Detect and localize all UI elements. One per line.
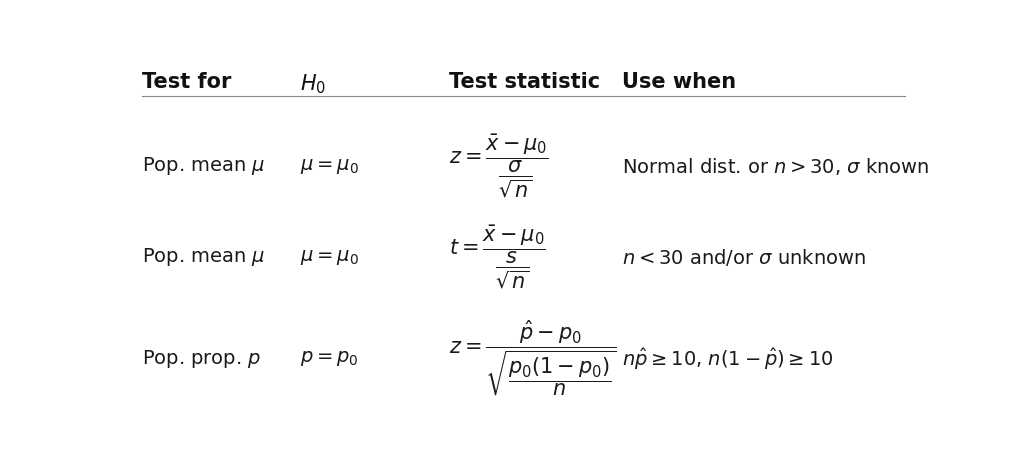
Text: Pop. mean $\mu$: Pop. mean $\mu$: [142, 246, 266, 268]
Text: Test for: Test for: [142, 72, 232, 92]
Text: Test statistic: Test statistic: [449, 72, 600, 92]
Text: $\mu = \mu_0$: $\mu = \mu_0$: [300, 157, 358, 176]
Text: $z = \dfrac{\bar{x} - \mu_0}{\dfrac{\sigma}{\sqrt{n}}}$: $z = \dfrac{\bar{x} - \mu_0}{\dfrac{\sig…: [449, 133, 549, 200]
Text: $z = \dfrac{\hat{p} - p_0}{\sqrt{\dfrac{p_0(1-p_0)}{n}}}$: $z = \dfrac{\hat{p} - p_0}{\sqrt{\dfrac{…: [449, 319, 617, 398]
Text: $H_0$: $H_0$: [300, 72, 325, 95]
Text: $p = p_0$: $p = p_0$: [300, 349, 358, 368]
Text: $n\hat{p} \geq 10$, $n(1 - \hat{p}) \geq 10$: $n\hat{p} \geq 10$, $n(1 - \hat{p}) \geq…: [622, 345, 834, 371]
Text: $t = \dfrac{\bar{x} - \mu_0}{\dfrac{s}{\sqrt{n}}}$: $t = \dfrac{\bar{x} - \mu_0}{\dfrac{s}{\…: [449, 223, 546, 291]
Text: Pop. mean $\mu$: Pop. mean $\mu$: [142, 155, 266, 178]
Text: $\mu = \mu_0$: $\mu = \mu_0$: [300, 248, 358, 267]
Text: Normal dist. or $n > 30$, $\sigma$ known: Normal dist. or $n > 30$, $\sigma$ known: [622, 156, 929, 177]
Text: $n < 30$ and/or $\sigma$ unknown: $n < 30$ and/or $\sigma$ unknown: [622, 247, 866, 268]
Text: Use when: Use when: [622, 72, 736, 92]
Text: Pop. prop. $p$: Pop. prop. $p$: [142, 348, 262, 370]
